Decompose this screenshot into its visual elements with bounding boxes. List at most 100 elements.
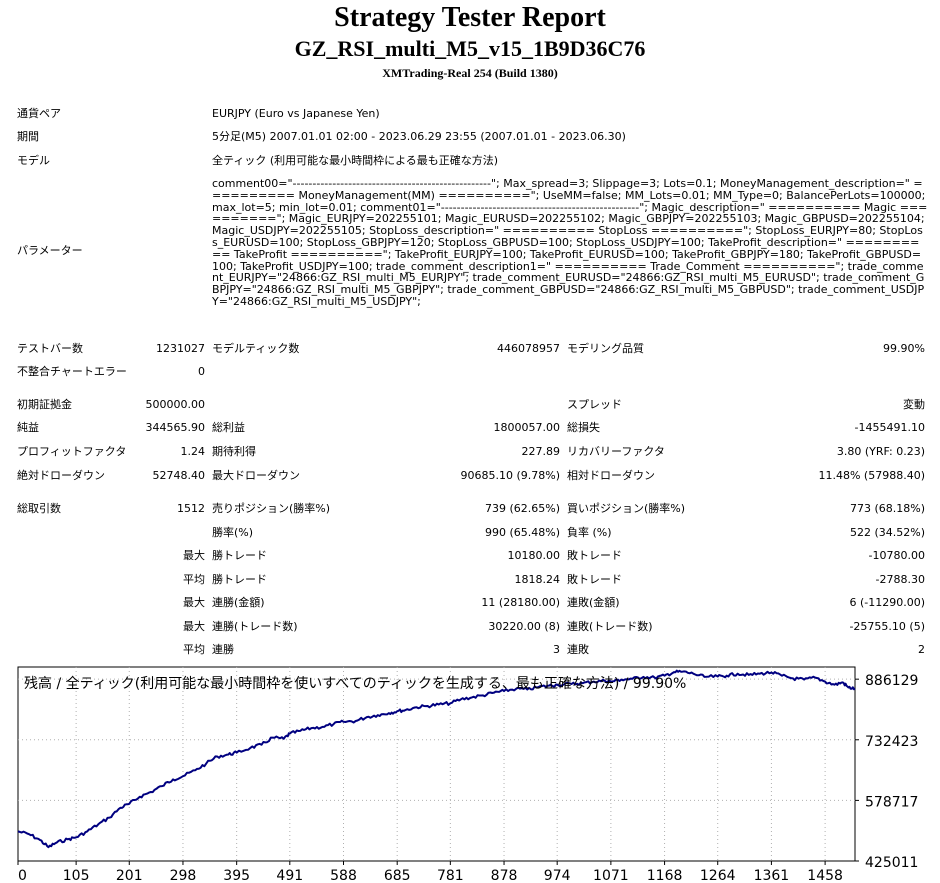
- cons-losses-money-label: 連敗(金額): [567, 596, 620, 609]
- report-title: Strategy Tester Report: [334, 2, 606, 33]
- x-tick-label: 1458: [807, 868, 843, 883]
- trades-label: 総取引数: [17, 502, 61, 515]
- gross-loss-label: 総損失: [567, 421, 600, 434]
- symbol-label: 通貨ペア: [17, 107, 61, 120]
- avg-word: 平均: [183, 573, 205, 586]
- loss-label: 負率 (%): [567, 526, 612, 539]
- symbol-value: EURJPY (Euro vs Japanese Yen): [212, 107, 380, 120]
- net-value: 344565.90: [145, 421, 206, 434]
- period-label: 期間: [17, 130, 39, 143]
- spread-label: スプレッド: [567, 398, 622, 411]
- rel-dd-label: 相対ドローダウン: [567, 469, 655, 482]
- ticks-value: 446078957: [497, 342, 560, 355]
- x-tick-label: 1264: [700, 868, 736, 883]
- avg-win-value: 1818.24: [514, 573, 561, 586]
- max-dd-value: 90685.10 (9.78%): [460, 469, 560, 482]
- expected-value: 227.89: [521, 445, 561, 458]
- x-tick-label: 685: [384, 868, 411, 883]
- chart-series: [17, 669, 856, 849]
- chart-plot-frame: [17, 666, 856, 862]
- y-tick-label: 578717: [865, 794, 918, 810]
- avg-losses-value: 2: [918, 643, 925, 656]
- x-tick-label: 878: [491, 868, 518, 883]
- model-label: モデル: [17, 154, 50, 167]
- max-word: 最大: [183, 549, 205, 562]
- win-label: 勝率(%): [212, 526, 254, 539]
- long-label: 買いポジション(勝率%): [567, 502, 686, 515]
- rel-dd-value: 11.48% (57988.40): [818, 469, 925, 482]
- largest-loss-label: 敗トレード: [567, 549, 622, 562]
- deposit-label: 初期証拠金: [17, 398, 72, 411]
- x-tick-label: 1168: [647, 868, 683, 883]
- quality-label: モデリング品質: [567, 342, 644, 355]
- params-value: comment00="-----------------------------…: [212, 177, 928, 308]
- y-tick-label: 732423: [865, 734, 918, 750]
- chart-x-axis: 0 105 201 298 395 491 588 685 781 878 974 1071 1168 1…: [17, 861, 843, 883]
- deposit-value: 500000.00: [145, 398, 206, 411]
- largest-win-label: 勝トレード: [212, 549, 267, 562]
- x-tick-label: 1071: [593, 868, 629, 883]
- cons-losses-trades-value: -25755.10 (5): [849, 620, 925, 633]
- mismatch-label: 不整合チャートエラー: [17, 365, 127, 378]
- bars-label: テストバー数: [17, 342, 83, 355]
- recovery-label: リカバリーファクタ: [567, 445, 665, 458]
- cons-losses-trades-label: 連敗(トレード数): [567, 620, 653, 633]
- recovery-value: 3.80 (YRF: 0.23): [836, 445, 925, 458]
- max-dd-label: 最大ドローダウン: [212, 469, 300, 482]
- win-value: 990 (65.48%): [484, 526, 560, 539]
- long-value: 773 (68.18%): [849, 502, 925, 515]
- y-tick-label: 425011: [865, 855, 918, 871]
- quality-value: 99.90%: [883, 342, 925, 355]
- period-value: 5分足(M5) 2007.01.01 02:00 - 2023.06.29 23…: [212, 130, 626, 143]
- largest-loss-value: -10780.00: [868, 549, 925, 562]
- x-tick-label: 588: [330, 868, 357, 883]
- max-word: 最大: [183, 620, 205, 633]
- x-tick-label: 974: [544, 868, 571, 883]
- params-label: パラメーター: [17, 244, 83, 257]
- net-label: 純益: [17, 421, 39, 434]
- server-info: XMTrading-Real 254 (Build 1380): [382, 66, 558, 80]
- gross-profit-label: 総利益: [212, 421, 245, 434]
- avg-loss-label: 敗トレード: [567, 573, 622, 586]
- cons-wins-money-label: 連勝(金額): [212, 596, 265, 609]
- largest-win-value: 10180.00: [507, 549, 561, 562]
- pf-label: プロフィットファクタ: [17, 445, 127, 458]
- max-word: 最大: [183, 596, 205, 609]
- gross-loss-value: -1455491.10: [854, 421, 925, 434]
- ticks-label: モデルティック数: [212, 342, 300, 355]
- x-tick-label: 395: [223, 868, 250, 883]
- x-tick-label: 105: [63, 868, 90, 883]
- short-label: 売りポジション(勝率%): [212, 502, 331, 515]
- mismatch-value: 0: [198, 365, 205, 378]
- avg-win-label: 勝トレード: [212, 573, 267, 586]
- x-tick-label: 201: [116, 868, 143, 883]
- avg-word: 平均: [183, 643, 205, 656]
- x-tick-label: 781: [437, 868, 464, 883]
- avg-wins-value: 3: [553, 643, 560, 656]
- loss-value: 522 (34.52%): [849, 526, 925, 539]
- model-value: 全ティック (利用可能な最小時間枠による最も正確な方法): [212, 154, 499, 167]
- abs-dd-value: 52748.40: [152, 469, 206, 482]
- cons-wins-trades-label: 連勝(トレード数): [212, 620, 298, 633]
- x-tick-label: 491: [276, 868, 303, 883]
- avg-loss-value: -2788.30: [875, 573, 925, 586]
- expected-label: 期待利得: [212, 445, 256, 458]
- pf-value: 1.24: [180, 445, 206, 458]
- abs-dd-label: 絶対ドローダウン: [17, 469, 105, 482]
- avg-wins-label: 連勝: [212, 643, 234, 656]
- spread-value: 変動: [903, 398, 925, 411]
- avg-losses-label: 連敗: [567, 643, 589, 656]
- x-tick-label: 0: [18, 868, 27, 883]
- balance-chart: 886129 732423 578717 425011 0 105 201 298 395 49…: [16, 664, 934, 883]
- expert-name: GZ_RSI_multi_M5_v15_1B9D36C76: [294, 36, 646, 61]
- x-tick-label: 1361: [754, 868, 790, 883]
- cons-wins-money-value: 11 (28180.00): [481, 596, 560, 609]
- chart-y-axis: 886129 732423 578717 425011: [855, 673, 918, 871]
- x-tick-label: 298: [170, 868, 197, 883]
- trades-value: 1512: [177, 502, 205, 515]
- chart-grid: [18, 667, 855, 861]
- y-tick-label: 886129: [865, 673, 918, 689]
- bars-value: 1231027: [156, 342, 205, 355]
- chart-title: 残高 / 全ティック(利用可能な最小時間枠を使いすべてのティックを生成する、最も…: [24, 675, 686, 692]
- gross-profit-value: 1800057.00: [493, 421, 560, 434]
